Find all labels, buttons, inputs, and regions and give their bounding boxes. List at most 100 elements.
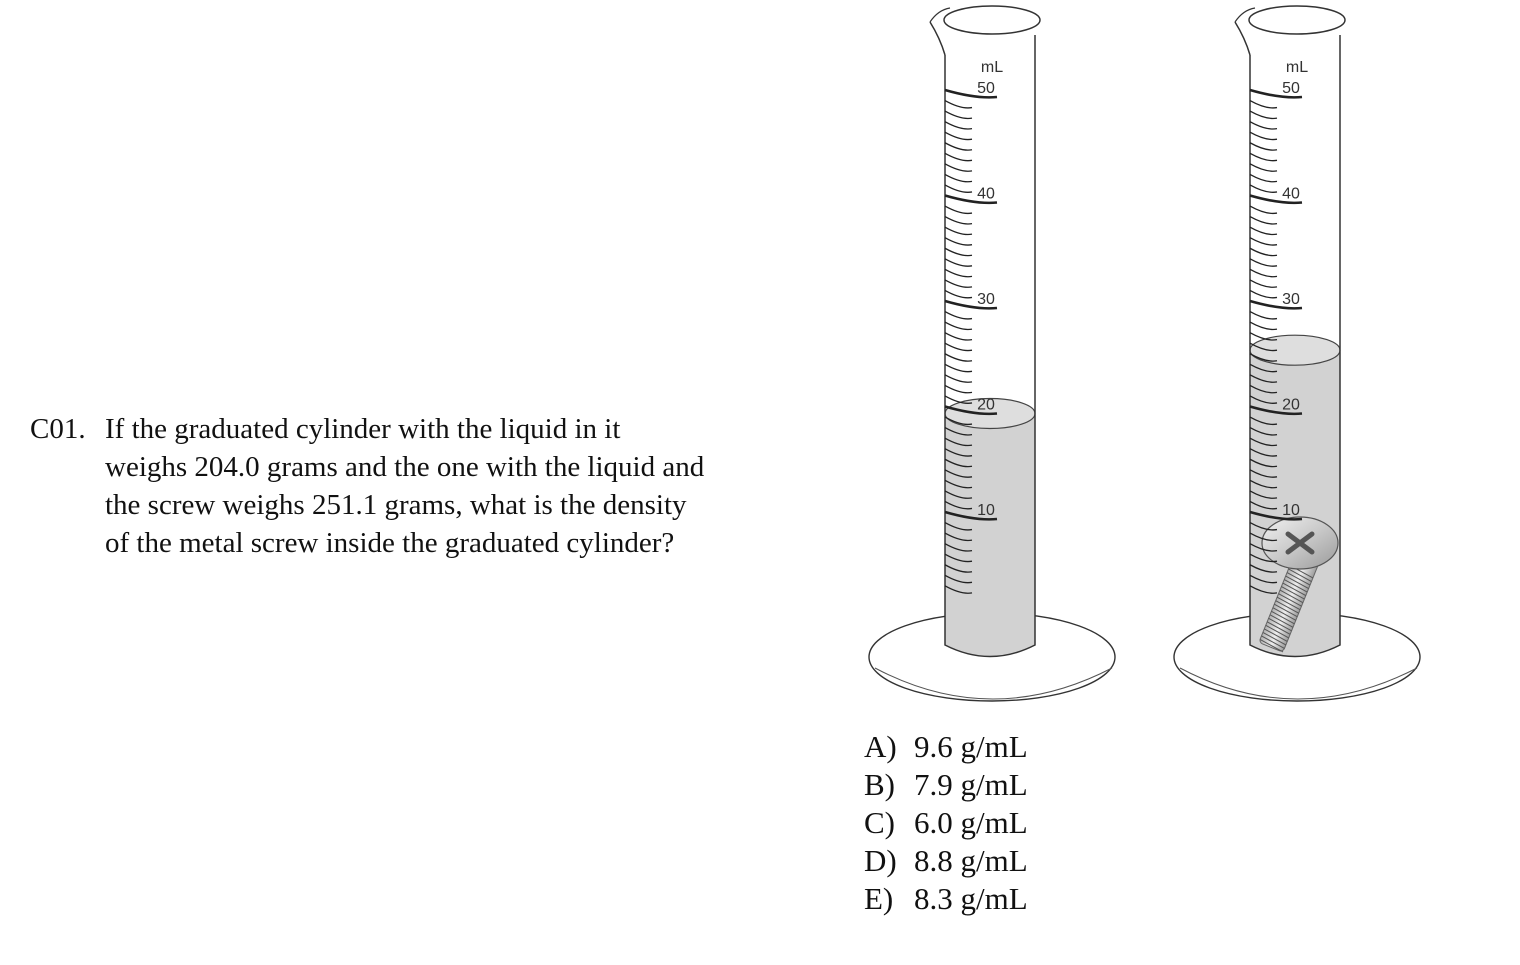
minor-tick <box>1249 226 1278 236</box>
screw-thread <box>1259 639 1284 653</box>
question-number: C01. <box>30 413 86 445</box>
scale-label: 50 <box>977 80 995 97</box>
minor-tick <box>1249 332 1278 341</box>
screw-thread <box>1276 596 1301 611</box>
scale-label: 20 <box>977 397 995 414</box>
minor-tick <box>1249 142 1278 151</box>
minor-tick <box>1249 152 1278 162</box>
minor-tick <box>944 574 973 584</box>
answer-choice-e[interactable]: E) 8.3 g/mL <box>864 880 1028 918</box>
minor-tick <box>1249 427 1278 436</box>
screw-thread <box>1284 579 1308 593</box>
minor-tick <box>1249 416 1278 426</box>
major-tick <box>944 510 998 521</box>
minor-tick <box>1249 310 1278 320</box>
minor-tick <box>944 321 973 331</box>
cylinder-spout-lip <box>929 7 951 23</box>
question-line: If the graduated cylinder with the liqui… <box>105 413 621 445</box>
unit-label: mL <box>981 59 1003 76</box>
minor-tick <box>1249 173 1278 183</box>
minor-tick <box>1249 237 1278 246</box>
answer-choice-b[interactable]: B) 7.9 g/mL <box>864 766 1028 804</box>
minor-tick <box>1249 458 1278 468</box>
scale-ticks <box>1249 88 1303 594</box>
minor-tick <box>944 521 973 531</box>
metal-screw <box>1259 516 1339 653</box>
major-tick <box>944 299 998 310</box>
minor-tick <box>1249 374 1278 383</box>
minor-tick <box>944 437 973 447</box>
screw-thread <box>1262 631 1287 646</box>
question-line: weighs 204.0 grams and the one with the … <box>105 451 705 483</box>
screw-thread <box>1271 610 1295 625</box>
minor-tick <box>1249 521 1278 531</box>
minor-tick <box>1249 163 1278 172</box>
minor-tick <box>944 543 973 552</box>
major-tick <box>1249 88 1303 99</box>
screw-thread <box>1272 607 1297 621</box>
minor-tick <box>1249 553 1278 563</box>
minor-tick <box>944 564 973 573</box>
cylinder-spout <box>1234 21 1251 56</box>
question-text: If the graduated cylinder with the liqui… <box>105 410 790 562</box>
scale-label: 30 <box>977 291 995 308</box>
scale-label: 50 <box>1282 80 1300 97</box>
screw-thread <box>1278 593 1302 607</box>
minor-tick <box>944 490 973 499</box>
graduated-cylinders-figure: mL 50 40 30 20 10 mL 50 40 30 20 10 <box>868 5 1421 702</box>
minor-tick <box>1249 469 1278 478</box>
liquid-meniscus <box>1249 334 1341 366</box>
major-tick <box>1249 299 1303 310</box>
minor-tick <box>944 469 973 478</box>
minor-tick <box>944 152 973 162</box>
minor-tick <box>1249 353 1278 362</box>
answer-letter: B) <box>864 767 895 802</box>
major-tick <box>944 88 998 99</box>
minor-tick <box>1249 279 1278 288</box>
minor-tick <box>944 353 973 362</box>
cylinder-rim <box>943 5 1041 35</box>
screw-thread <box>1268 617 1292 632</box>
minor-tick <box>944 363 973 373</box>
minor-tick <box>944 247 973 257</box>
screw-thread <box>1274 603 1298 618</box>
scale-label: 30 <box>1282 291 1300 308</box>
minor-tick <box>944 110 973 120</box>
minor-tick <box>1249 247 1278 257</box>
minor-tick <box>1249 121 1278 130</box>
minor-tick <box>944 479 973 489</box>
answer-letter: C) <box>864 805 895 840</box>
screw-thread <box>1261 635 1285 649</box>
major-tick <box>944 194 998 205</box>
answer-letter: D) <box>864 843 897 878</box>
minor-tick <box>944 289 973 299</box>
minor-tick <box>944 427 973 436</box>
scale-ticks <box>944 88 998 594</box>
minor-tick <box>1249 479 1278 489</box>
answer-choice-c[interactable]: C) 6.0 g/mL <box>864 804 1028 842</box>
minor-tick <box>1249 490 1278 499</box>
answer-choice-a[interactable]: A) 9.6 g/mL <box>864 728 1028 766</box>
minor-tick <box>944 216 973 225</box>
minor-tick <box>944 332 973 341</box>
minor-tick <box>944 500 973 510</box>
cylinder-spout-lip <box>1234 7 1256 23</box>
answer-text: 8.3 g/mL <box>914 881 1028 916</box>
minor-tick <box>944 585 973 594</box>
scale-label: 40 <box>977 186 995 203</box>
cylinder-wall <box>944 35 1036 658</box>
minor-tick <box>1249 363 1278 373</box>
minor-tick <box>1249 437 1278 447</box>
screw-thread <box>1282 582 1307 597</box>
answer-text: 6.0 g/mL <box>914 805 1028 840</box>
answer-choices: A) 9.6 g/mL B) 7.9 g/mL C) 6.0 g/mL D) 8… <box>864 728 1028 918</box>
minor-tick <box>944 532 973 542</box>
answer-choice-d[interactable]: D) 8.8 g/mL <box>864 842 1028 880</box>
minor-tick <box>944 258 973 267</box>
minor-tick <box>1249 184 1278 193</box>
minor-tick <box>944 173 973 183</box>
cylinder-rim <box>1248 5 1346 35</box>
unit-label: mL <box>1286 59 1308 76</box>
screw-thread <box>1264 628 1288 642</box>
minor-tick <box>1249 448 1278 457</box>
